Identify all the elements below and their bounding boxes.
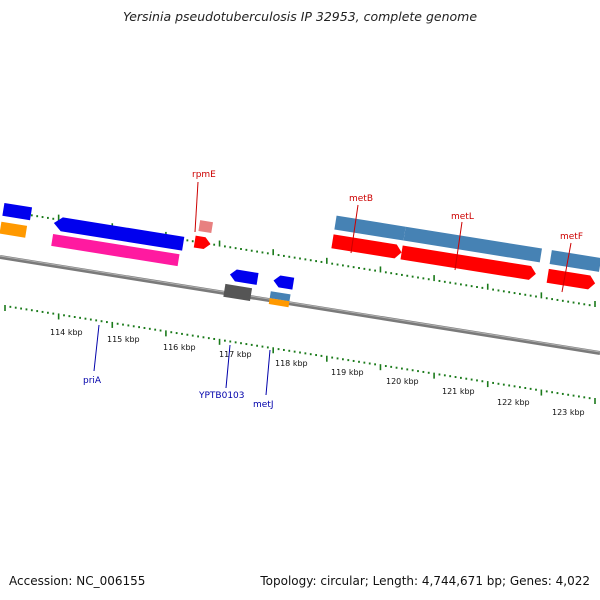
kbp-label: 119 kbp xyxy=(331,368,364,377)
kbp-label: 118 kbp xyxy=(275,359,308,368)
kbp-label: 122 kbp xyxy=(497,398,530,407)
gene-label-metB[interactable]: metB xyxy=(349,194,373,204)
feature-left-orange[interactable] xyxy=(0,221,28,238)
feature-metJ-steel[interactable] xyxy=(269,291,291,302)
gene-labels-bottom: priA YPTB0103 metJ xyxy=(83,324,274,410)
kbp-label: 121 kbp xyxy=(442,387,475,396)
gene-label-YPTB0103[interactable]: YPTB0103 xyxy=(198,391,245,401)
gene-label-metF[interactable]: metF xyxy=(560,232,583,242)
feature-rpmE-upper[interactable] xyxy=(198,220,214,234)
gene-label-metJ[interactable]: metJ xyxy=(253,400,274,410)
gene-labels-top: rpmE metB metL metF xyxy=(192,170,583,293)
kbp-label: 123 kbp xyxy=(552,408,585,417)
feature-left-blue[interactable] xyxy=(2,202,33,221)
feature-metL-cds[interactable] xyxy=(400,245,537,280)
feature-pink[interactable] xyxy=(51,234,180,267)
feature-metL[interactable] xyxy=(403,226,542,263)
feature-YPTB0103-gray[interactable] xyxy=(223,283,253,302)
feature-priA[interactable] xyxy=(53,216,185,251)
kbp-label: 114 kbp xyxy=(50,328,83,337)
genome-summary: Topology: circular; Length: 4,744,671 bp… xyxy=(260,574,590,588)
gene-label-metL[interactable]: metL xyxy=(451,212,474,222)
feature-metB-cds[interactable] xyxy=(331,234,402,259)
feature-YPTB0103[interactable] xyxy=(229,269,259,285)
kbp-label: 116 kbp xyxy=(163,343,196,352)
feature-metJ[interactable] xyxy=(273,275,295,290)
tick-track-bottom xyxy=(4,305,596,404)
feature-metF-cds[interactable] xyxy=(546,268,597,290)
gene-label-rpmE[interactable]: rpmE xyxy=(192,170,216,180)
genome-title: Yersinia pseudotuberculosis IP 32953, co… xyxy=(122,9,478,24)
feature-layer xyxy=(0,202,600,308)
feature-rpmE[interactable] xyxy=(193,235,212,250)
kbp-label: 117 kbp xyxy=(219,350,252,359)
feature-metF[interactable] xyxy=(549,250,600,272)
feature-metB[interactable] xyxy=(334,215,406,241)
kbp-label: 120 kbp xyxy=(386,377,419,386)
kbp-labels: 114 kbp 115 kbp 116 kbp 117 kbp 118 kbp … xyxy=(50,328,585,417)
kbp-label: 115 kbp xyxy=(107,335,140,344)
genome-backbone xyxy=(0,255,600,355)
accession-label: Accession: NC_006155 xyxy=(9,574,146,588)
feature-metJ-orange[interactable] xyxy=(268,298,290,308)
gene-label-priA[interactable]: priA xyxy=(83,376,102,386)
